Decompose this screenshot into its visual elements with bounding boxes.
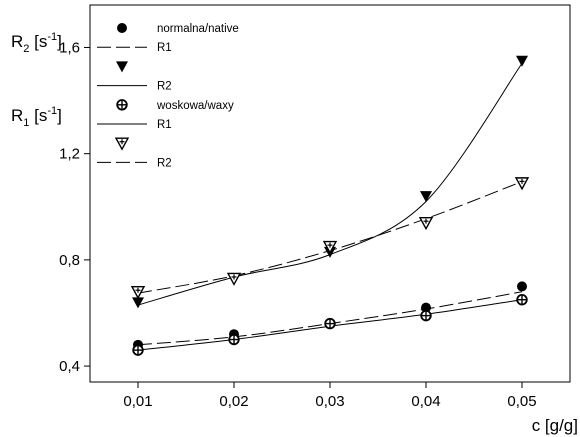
r2-label-unit: [s (29, 32, 47, 51)
y-axis-label-r1: R1 [s-1] (11, 105, 62, 129)
legend-label: R1 (157, 119, 172, 131)
y-tick-label: 1,6 (59, 39, 80, 56)
waxy-r2-point (226, 272, 242, 286)
legend-label: R2 (157, 81, 172, 93)
waxy-r1-point (420, 309, 432, 322)
legend: normalna/native R1 R2 woskowa/waxy R1 R2 (97, 23, 239, 169)
r1-label-unit: [s (29, 106, 47, 125)
waxy-r2-fit-line (137, 181, 523, 294)
y-tick-label: 0,4 (59, 358, 80, 375)
y-tick-label: 1,2 (59, 146, 80, 163)
r1-label-bracket: ] (57, 106, 62, 125)
y-axis-ticks: 0,4 0,8 1,2 1,6 (59, 39, 90, 375)
y-tick-label: 0,8 (59, 252, 80, 269)
waxy-r2-point (418, 217, 434, 231)
r1-label-superscript: -1 (47, 105, 57, 117)
x-tick-label: 0,03 (315, 393, 344, 410)
x-tick-label: 0,02 (219, 393, 248, 410)
native-r1-point (421, 302, 431, 313)
legend-label: normalna/native (157, 23, 239, 35)
native-r2-point (132, 297, 144, 309)
r2-label-subscript: 2 (23, 43, 29, 55)
r1-label-base: R (11, 106, 23, 125)
legend-marker (117, 23, 127, 33)
legend-label: R2 (157, 157, 172, 169)
waxy-r1-point (132, 344, 144, 356)
native-r2-fit-line (137, 63, 523, 306)
legend-marker (116, 61, 128, 73)
waxy-r2-point (322, 240, 338, 255)
waxy-r2-point (514, 177, 530, 191)
native-r1-point (517, 281, 527, 292)
r2-label-superscript: -1 (47, 31, 57, 43)
legend-label: woskowa/waxy (156, 100, 234, 112)
x-tick-label: 0,05 (507, 393, 536, 410)
native-r2-point (420, 191, 432, 203)
filled-triangle-shape (116, 61, 128, 73)
y-axis-label-r2: R2 [s-1] (11, 31, 62, 55)
waxy-r1-point (324, 317, 336, 330)
waxy-r1-point (516, 293, 528, 306)
filled-triangle-shape (516, 55, 528, 67)
x-tick-label: 0,01 (123, 393, 152, 410)
filled-circle-shape (117, 23, 127, 33)
filled-triangle-shape (132, 297, 144, 309)
r2-label-base: R (11, 32, 23, 51)
filled-circle-shape (421, 302, 431, 313)
filled-triangle-shape (420, 191, 432, 203)
native-r2-point (516, 55, 528, 67)
data-markers (130, 55, 530, 356)
x-tick-label: 0,04 (411, 393, 440, 410)
legend-marker (116, 99, 128, 111)
x-axis-ticks: 0,01 0,02 0,03 0,04 0,05 (123, 382, 537, 410)
legend-marker (114, 137, 130, 151)
filled-circle-shape (517, 281, 527, 292)
x-axis-label: c [g/g] (532, 416, 578, 435)
legend-label: R1 (157, 42, 172, 54)
waxy-r1-point (228, 333, 240, 346)
r1-label-subscript: 1 (23, 117, 29, 129)
waxy-r2-point (130, 286, 146, 300)
r2-label-bracket: ] (57, 32, 62, 51)
